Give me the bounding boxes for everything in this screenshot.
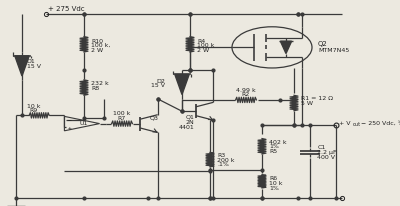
Text: 100 k: 100 k xyxy=(113,111,131,116)
Text: R5: R5 xyxy=(269,149,277,154)
Text: D1: D1 xyxy=(27,59,36,64)
Polygon shape xyxy=(175,74,189,95)
Text: +: + xyxy=(68,125,72,130)
Text: Q2: Q2 xyxy=(318,41,328,47)
Text: −: − xyxy=(68,117,72,122)
Text: R10: R10 xyxy=(91,39,103,44)
Text: MTM7N45: MTM7N45 xyxy=(318,48,349,53)
Text: R1 = 12 Ω: R1 = 12 Ω xyxy=(301,96,333,101)
Text: 1%: 1% xyxy=(269,144,279,149)
Text: + V: + V xyxy=(339,121,351,126)
Text: Q1: Q1 xyxy=(185,115,194,120)
Text: R4: R4 xyxy=(197,39,206,44)
Text: − 250 Vdc, ½ A: − 250 Vdc, ½ A xyxy=(361,121,400,126)
Text: R6: R6 xyxy=(269,176,277,181)
Text: 15 V: 15 V xyxy=(151,83,165,88)
Text: R8: R8 xyxy=(91,86,99,91)
Text: U1: U1 xyxy=(80,121,88,126)
Text: 10 k: 10 k xyxy=(269,181,283,186)
Text: 10 k: 10 k xyxy=(27,104,41,109)
Text: + 275 Vdc: + 275 Vdc xyxy=(48,6,85,12)
Text: D2: D2 xyxy=(156,79,165,84)
Text: 100 k: 100 k xyxy=(197,43,214,48)
Text: 4.99 k: 4.99 k xyxy=(236,88,256,92)
Text: 4401: 4401 xyxy=(178,125,194,130)
Polygon shape xyxy=(15,56,29,76)
Polygon shape xyxy=(280,41,292,54)
Text: 400 V: 400 V xyxy=(317,155,335,160)
Text: 402 k: 402 k xyxy=(269,140,287,145)
Text: 232 k: 232 k xyxy=(91,81,109,86)
Text: .1%: .1% xyxy=(217,162,229,167)
Text: 2 W: 2 W xyxy=(197,48,209,53)
Text: R3: R3 xyxy=(217,153,226,158)
Text: 2.2 μF: 2.2 μF xyxy=(317,150,337,155)
Text: 2N: 2N xyxy=(185,120,194,125)
Text: R2: R2 xyxy=(242,92,250,97)
Text: Q3: Q3 xyxy=(149,116,158,121)
Text: 1%: 1% xyxy=(269,186,279,191)
Text: R9: R9 xyxy=(30,108,38,113)
Text: C1: C1 xyxy=(317,145,326,150)
Text: 5 W: 5 W xyxy=(301,101,313,106)
Text: 200 k: 200 k xyxy=(217,158,235,163)
Text: 100 k,: 100 k, xyxy=(91,43,110,48)
Text: 15 V: 15 V xyxy=(27,64,41,69)
Text: out: out xyxy=(353,122,361,127)
Text: 2 W: 2 W xyxy=(91,48,103,53)
Text: R7: R7 xyxy=(118,116,126,121)
